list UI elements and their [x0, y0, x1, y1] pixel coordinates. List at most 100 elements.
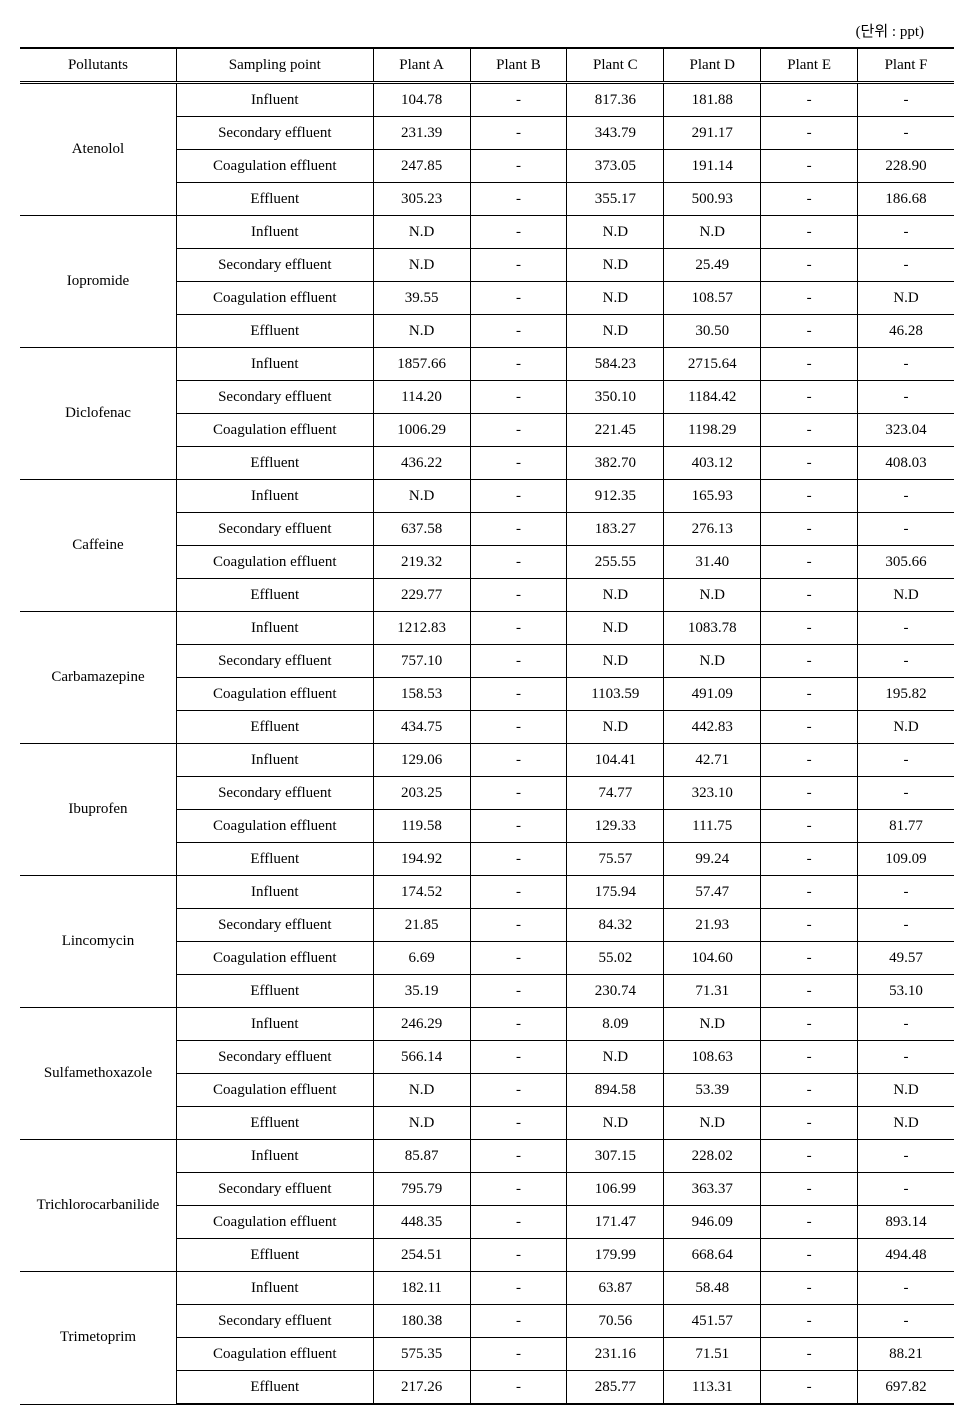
value-cell: 182.11: [373, 1272, 470, 1305]
value-cell: 946.09: [664, 1206, 761, 1239]
value-cell: N.D: [373, 480, 470, 513]
sampling-point: Effluent: [176, 1239, 373, 1272]
value-cell: -: [858, 1041, 954, 1074]
sampling-point: Effluent: [176, 975, 373, 1008]
sampling-point: Coagulation effluent: [176, 414, 373, 447]
value-cell: -: [470, 876, 567, 909]
value-cell: -: [761, 249, 858, 282]
value-cell: N.D: [567, 282, 664, 315]
value-cell: 158.53: [373, 678, 470, 711]
header-pollutants: Pollutants: [20, 48, 176, 83]
value-cell: -: [761, 876, 858, 909]
value-cell: -: [761, 678, 858, 711]
value-cell: -: [470, 348, 567, 381]
sampling-point: Coagulation effluent: [176, 942, 373, 975]
value-cell: -: [470, 645, 567, 678]
value-cell: 247.85: [373, 150, 470, 183]
sampling-point: Effluent: [176, 579, 373, 612]
value-cell: 757.10: [373, 645, 470, 678]
sampling-point: Secondary effluent: [176, 645, 373, 678]
value-cell: -: [470, 1305, 567, 1338]
value-cell: 35.19: [373, 975, 470, 1008]
value-cell: -: [761, 546, 858, 579]
value-cell: 30.50: [664, 315, 761, 348]
value-cell: -: [858, 83, 954, 117]
sampling-point: Influent: [176, 83, 373, 117]
value-cell: -: [761, 975, 858, 1008]
value-cell: -: [858, 1008, 954, 1041]
value-cell: 893.14: [858, 1206, 954, 1239]
value-cell: 1212.83: [373, 612, 470, 645]
value-cell: 39.55: [373, 282, 470, 315]
value-cell: 58.48: [664, 1272, 761, 1305]
value-cell: 104.78: [373, 83, 470, 117]
value-cell: 42.71: [664, 744, 761, 777]
value-cell: 8.09: [567, 1008, 664, 1041]
value-cell: 46.28: [858, 315, 954, 348]
value-cell: 129.06: [373, 744, 470, 777]
value-cell: 343.79: [567, 117, 664, 150]
header-plant-f: Plant F: [858, 48, 954, 83]
table-row: LincomycinInfluent174.52-175.9457.47--: [20, 876, 954, 909]
value-cell: 111.75: [664, 810, 761, 843]
value-cell: N.D: [858, 1074, 954, 1107]
header-plant-c: Plant C: [567, 48, 664, 83]
value-cell: 129.33: [567, 810, 664, 843]
value-cell: 119.58: [373, 810, 470, 843]
value-cell: -: [470, 1107, 567, 1140]
value-cell: 231.39: [373, 117, 470, 150]
value-cell: 191.14: [664, 150, 761, 183]
value-cell: 57.47: [664, 876, 761, 909]
value-cell: 165.93: [664, 480, 761, 513]
value-cell: 1184.42: [664, 381, 761, 414]
value-cell: -: [470, 1371, 567, 1405]
value-cell: 108.63: [664, 1041, 761, 1074]
value-cell: N.D: [664, 579, 761, 612]
value-cell: N.D: [567, 612, 664, 645]
value-cell: -: [761, 1107, 858, 1140]
value-cell: 442.83: [664, 711, 761, 744]
table-row: IopromideInfluentN.D-N.DN.D--: [20, 216, 954, 249]
value-cell: 180.38: [373, 1305, 470, 1338]
sampling-point: Influent: [176, 744, 373, 777]
table-row: DiclofenacInfluent1857.66-584.232715.64-…: [20, 348, 954, 381]
value-cell: -: [858, 876, 954, 909]
value-cell: 53.10: [858, 975, 954, 1008]
table-row: CaffeineInfluentN.D-912.35165.93--: [20, 480, 954, 513]
pollutant-name: Sulfamethoxazole: [20, 1008, 176, 1140]
value-cell: -: [761, 1140, 858, 1173]
sampling-point: Influent: [176, 1272, 373, 1305]
value-cell: 255.55: [567, 546, 664, 579]
sampling-point: Influent: [176, 612, 373, 645]
value-cell: 382.70: [567, 447, 664, 480]
table-row: CarbamazepineInfluent1212.83-N.D1083.78-…: [20, 612, 954, 645]
sampling-point: Coagulation effluent: [176, 546, 373, 579]
value-cell: 55.02: [567, 942, 664, 975]
value-cell: N.D: [373, 1107, 470, 1140]
value-cell: -: [761, 513, 858, 546]
value-cell: 285.77: [567, 1371, 664, 1405]
value-cell: 114.20: [373, 381, 470, 414]
value-cell: N.D: [664, 645, 761, 678]
value-cell: 195.82: [858, 678, 954, 711]
value-cell: 63.87: [567, 1272, 664, 1305]
value-cell: -: [858, 216, 954, 249]
value-cell: 81.77: [858, 810, 954, 843]
value-cell: 584.23: [567, 348, 664, 381]
value-cell: 230.74: [567, 975, 664, 1008]
sampling-point: Coagulation effluent: [176, 678, 373, 711]
sampling-point: Effluent: [176, 315, 373, 348]
value-cell: 894.58: [567, 1074, 664, 1107]
value-cell: 229.77: [373, 579, 470, 612]
value-cell: N.D: [664, 1107, 761, 1140]
value-cell: 53.39: [664, 1074, 761, 1107]
sampling-point: Effluent: [176, 183, 373, 216]
value-cell: 1857.66: [373, 348, 470, 381]
value-cell: N.D: [567, 315, 664, 348]
pollutant-name: Atenolol: [20, 83, 176, 216]
value-cell: -: [761, 1371, 858, 1405]
pollutants-table: Pollutants Sampling point Plant A Plant …: [20, 47, 954, 1405]
value-cell: 219.32: [373, 546, 470, 579]
value-cell: -: [858, 513, 954, 546]
value-cell: -: [470, 150, 567, 183]
